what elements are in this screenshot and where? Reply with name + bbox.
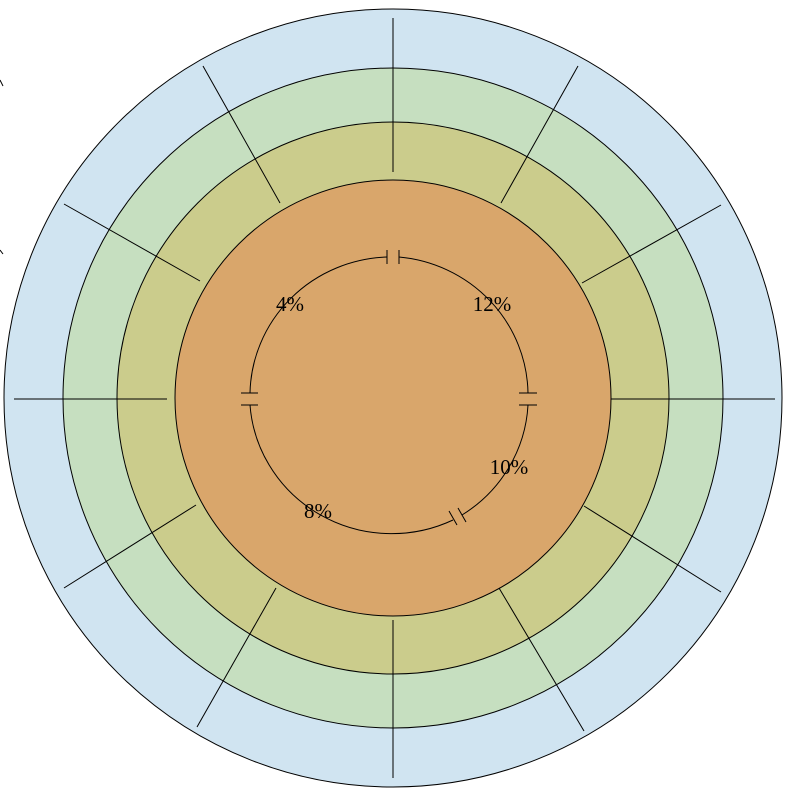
arc-right — [461, 404, 529, 516]
spoke-lower-right-b — [583, 505, 722, 593]
label-12pct: 12% — [473, 292, 512, 316]
arc-top-right — [398, 256, 529, 394]
label-10pct: 10% — [490, 455, 529, 479]
core-circle — [174, 179, 612, 617]
arc-top-left — [249, 256, 388, 394]
spoke-lower-left-b — [63, 504, 197, 589]
edge-marks — [0, 79, 4, 255]
label-4pct: 4% — [276, 292, 304, 316]
edge-mark-upper — [0, 79, 4, 87]
label-8pct: 8% — [304, 499, 332, 523]
spoke-upper-left-a — [202, 65, 281, 204]
spoke-upper-right-a — [500, 65, 579, 204]
break-bottom-1 — [448, 510, 458, 526]
spoke-upper-left-b — [63, 203, 201, 282]
arc-bottom — [249, 404, 454, 535]
inner-segment-circle — [241, 250, 537, 535]
edge-mark-lower — [0, 249, 4, 255]
radial-spokes — [14, 18, 775, 778]
spoke-lower-left-a — [196, 587, 277, 728]
spoke-lower-right-a — [498, 587, 585, 732]
break-bottom-2 — [457, 507, 467, 523]
spoke-upper-right-b — [581, 204, 722, 284]
